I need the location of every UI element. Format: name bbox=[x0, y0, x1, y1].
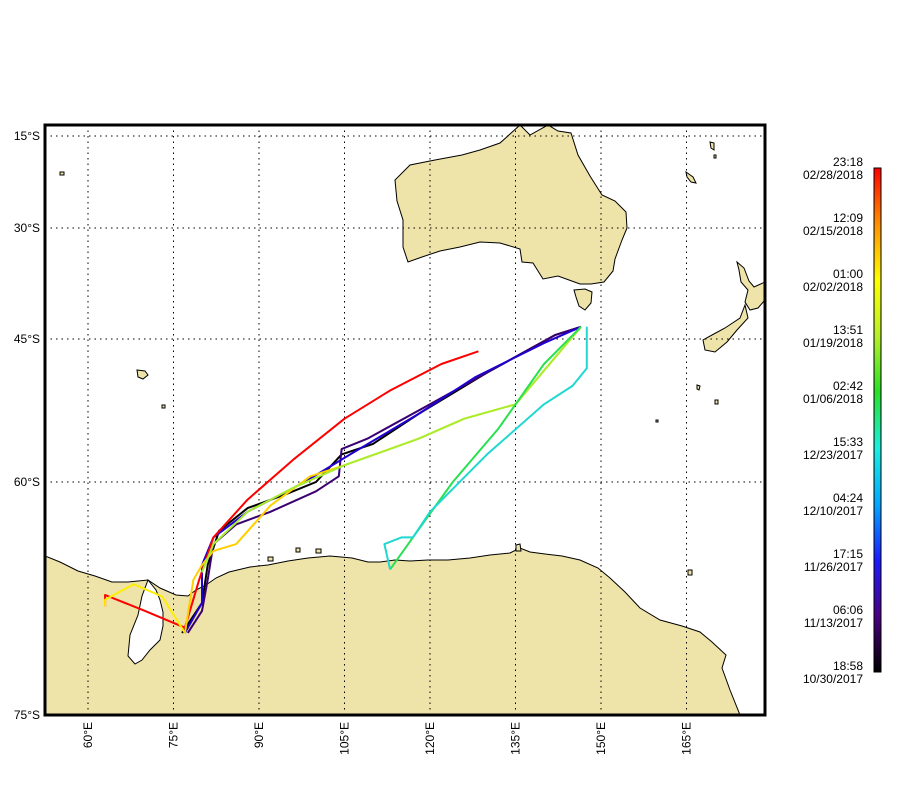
longitude-labels: 60°E 75°E 90°E 105°E 120°E 135°E 150°E 165°E bbox=[81, 722, 694, 755]
colorbar-time-label: 01:00 bbox=[833, 267, 863, 281]
small-island bbox=[515, 543, 522, 552]
colorbar-time-label: 23:18 bbox=[833, 155, 863, 169]
colorbar-date-label: 11/13/2017 bbox=[804, 616, 863, 630]
kerguelen-island bbox=[136, 369, 149, 380]
small-island bbox=[295, 547, 301, 553]
latitude-label: 45°S bbox=[14, 332, 40, 346]
track-lines bbox=[104, 325, 588, 634]
colorbar-date-label: 12/23/2017 bbox=[803, 448, 863, 462]
small-island bbox=[59, 171, 65, 176]
australia-landmass bbox=[394, 125, 628, 285]
ship-track-7 bbox=[389, 326, 582, 570]
longitude-label: 105°E bbox=[338, 722, 352, 755]
latitude-labels: 15°S 30°S 45°S 60°S 75°S bbox=[14, 129, 40, 722]
longitude-label: 75°E bbox=[167, 722, 181, 748]
colorbar-time-label: 18:58 bbox=[833, 659, 863, 673]
longitude-label: 165°E bbox=[680, 722, 694, 755]
longitude-label: 120°E bbox=[423, 722, 437, 755]
latitude-label: 75°S bbox=[14, 708, 40, 722]
small-island bbox=[714, 399, 719, 405]
small-island bbox=[685, 170, 697, 184]
small-island bbox=[709, 141, 715, 151]
colorbar-date-label: 02/28/2018 bbox=[803, 168, 863, 182]
longitude-label: 135°E bbox=[509, 722, 523, 755]
colorbar-time-label: 15:33 bbox=[833, 435, 863, 449]
small-island bbox=[713, 154, 717, 159]
amery-ice-shelf bbox=[127, 579, 164, 665]
colorbar-date-label: 02/02/2018 bbox=[803, 280, 863, 294]
colorbar-time-label: 06:06 bbox=[833, 603, 863, 617]
small-island bbox=[161, 404, 166, 409]
new-zealand-south bbox=[702, 303, 749, 353]
colorbar-date-label: 11/26/2017 bbox=[804, 560, 863, 574]
longitude-label: 60°E bbox=[81, 722, 95, 748]
ship-track-6 bbox=[201, 326, 582, 573]
small-island bbox=[696, 384, 701, 391]
longitude-label: 150°E bbox=[594, 722, 608, 755]
colorbar-time-label: 13:51 bbox=[833, 323, 863, 337]
tasmania bbox=[573, 288, 593, 311]
latitude-label: 30°S bbox=[14, 221, 40, 235]
ship-track-8 bbox=[383, 326, 588, 570]
small-island bbox=[655, 419, 659, 423]
new-zealand-north bbox=[736, 260, 765, 311]
small-island bbox=[315, 548, 322, 554]
colorbar-time-label: 02:42 bbox=[833, 379, 863, 393]
ship-track-4 bbox=[104, 583, 186, 634]
small-island bbox=[687, 569, 693, 576]
graticule bbox=[45, 125, 765, 715]
small-island bbox=[267, 556, 274, 562]
colorbar-gradient bbox=[873, 167, 882, 673]
colorbar-date-label: 01/19/2018 bbox=[803, 336, 863, 350]
latitude-label: 15°S bbox=[14, 129, 40, 143]
latitude-label: 60°S bbox=[14, 475, 40, 489]
colorbar-date-label: 01/06/2018 bbox=[803, 392, 863, 406]
land-layer bbox=[45, 125, 765, 715]
colorbar-time-label: 04:24 bbox=[833, 491, 863, 505]
ship-track-3 bbox=[104, 350, 479, 629]
colorbar-date-label: 02/15/2018 bbox=[803, 224, 863, 238]
longitude-label: 90°E bbox=[252, 722, 266, 748]
colorbar-date-label: 12/10/2017 bbox=[803, 504, 863, 518]
map-frame bbox=[43, 123, 767, 717]
colorbar-time-label: 12:09 bbox=[833, 211, 863, 225]
colorbar-date-label: 10/30/2017 bbox=[803, 672, 863, 686]
colorbar-time-label: 17:15 bbox=[833, 547, 863, 561]
ship-track-1 bbox=[186, 325, 582, 634]
